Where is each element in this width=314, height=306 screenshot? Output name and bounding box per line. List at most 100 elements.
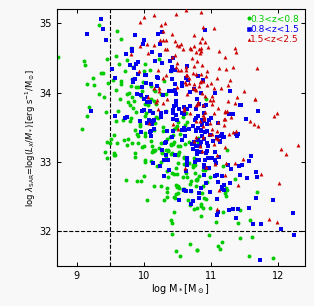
Point — [195, 102, 200, 106]
Point — [209, 131, 214, 136]
Point — [152, 149, 157, 154]
Point — [193, 115, 198, 120]
Point — [174, 112, 179, 117]
Point — [164, 190, 169, 195]
Point — [283, 151, 288, 156]
Point — [189, 141, 194, 146]
Point — [158, 112, 163, 117]
Point — [133, 33, 138, 38]
Point — [227, 180, 232, 185]
Point — [175, 172, 180, 177]
Point — [202, 103, 207, 108]
Point — [274, 220, 279, 225]
Point — [175, 118, 180, 123]
Point — [198, 128, 203, 132]
Point — [291, 233, 296, 238]
Point — [202, 110, 207, 115]
Point — [233, 50, 238, 54]
Point — [187, 202, 192, 207]
Point — [165, 195, 170, 200]
Point — [200, 191, 205, 196]
Point — [182, 123, 187, 128]
Point — [113, 54, 118, 58]
Point — [97, 23, 102, 28]
Point — [193, 158, 198, 163]
Point — [169, 88, 174, 93]
Point — [151, 118, 156, 122]
Point — [207, 205, 212, 210]
Point — [173, 249, 178, 254]
Point — [132, 65, 137, 70]
Point — [206, 166, 211, 170]
Point — [177, 107, 182, 112]
Point — [160, 29, 165, 34]
Point — [233, 46, 238, 50]
Point — [117, 62, 122, 67]
Point — [134, 132, 139, 136]
Point — [154, 84, 159, 88]
Point — [217, 139, 222, 144]
Point — [194, 177, 199, 181]
Point — [126, 99, 131, 104]
Point — [112, 152, 117, 157]
Point — [84, 114, 89, 119]
Point — [157, 146, 162, 151]
Point — [223, 185, 228, 190]
Point — [133, 151, 138, 155]
Point — [140, 144, 145, 149]
Point — [175, 67, 180, 72]
Point — [169, 151, 174, 156]
Point — [221, 135, 226, 140]
Point — [174, 99, 179, 104]
Point — [144, 42, 149, 47]
Point — [172, 171, 177, 176]
Point — [194, 88, 199, 93]
Point — [202, 27, 207, 32]
Point — [204, 128, 209, 133]
Point — [195, 247, 200, 252]
Point — [252, 121, 257, 126]
Point — [177, 186, 182, 191]
Point — [166, 89, 171, 94]
Point — [198, 203, 203, 208]
Point — [271, 114, 276, 118]
Point — [191, 124, 196, 129]
Point — [203, 93, 208, 98]
Point — [256, 108, 261, 113]
Point — [227, 111, 232, 116]
Point — [226, 99, 231, 104]
Point — [167, 135, 172, 140]
Point — [144, 95, 149, 100]
Point — [211, 25, 216, 30]
Point — [238, 103, 243, 108]
Point — [221, 209, 226, 214]
Point — [130, 76, 135, 81]
Point — [239, 102, 244, 107]
Point — [205, 44, 210, 49]
Point — [196, 99, 201, 104]
Point — [194, 58, 199, 63]
Point — [214, 173, 219, 178]
Point — [214, 213, 219, 218]
Point — [213, 173, 218, 178]
Point — [159, 147, 164, 152]
Point — [154, 114, 159, 119]
Point — [171, 108, 176, 113]
Point — [140, 79, 145, 84]
Point — [234, 94, 239, 99]
Point — [180, 138, 185, 143]
Point — [215, 105, 220, 110]
Point — [152, 88, 157, 93]
Point — [141, 37, 146, 42]
Point — [215, 135, 220, 140]
Point — [139, 179, 144, 184]
Point — [181, 106, 186, 111]
Point — [191, 81, 196, 86]
Point — [220, 239, 225, 244]
Point — [194, 97, 199, 102]
Point — [279, 147, 284, 152]
Point — [195, 138, 200, 143]
Point — [152, 183, 157, 188]
Point — [184, 73, 189, 78]
Point — [189, 178, 194, 183]
